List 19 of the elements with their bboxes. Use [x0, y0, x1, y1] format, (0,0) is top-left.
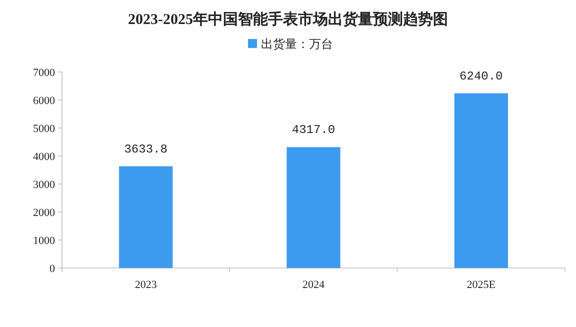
legend-label: 出货量：万台 [261, 37, 333, 51]
y-tick-label: 3000 [33, 179, 56, 191]
y-tick-label: 0 [50, 263, 56, 275]
text: 3633.8 [124, 142, 168, 156]
y-tick-label: 2000 [33, 207, 56, 219]
y-tick-label: 1000 [33, 235, 56, 247]
x-tick-label: 2023 [134, 279, 158, 291]
bar [119, 166, 173, 268]
chart-title: 2023-2025年中国智能手表市场出货量预测趋势图 [128, 10, 448, 28]
y-tick-label: 5000 [33, 123, 56, 135]
y-tick-label: 4000 [33, 151, 56, 163]
text: 6240.0 [460, 69, 503, 84]
y-tick-label: 6000 [33, 95, 56, 107]
y-tick-label: 7000 [33, 67, 56, 79]
text: 4317.0 [292, 123, 336, 138]
bar [454, 93, 508, 268]
bar [286, 147, 340, 268]
x-tick-label: 2025E [466, 279, 496, 291]
x-tick-label: 2024 [302, 279, 325, 291]
